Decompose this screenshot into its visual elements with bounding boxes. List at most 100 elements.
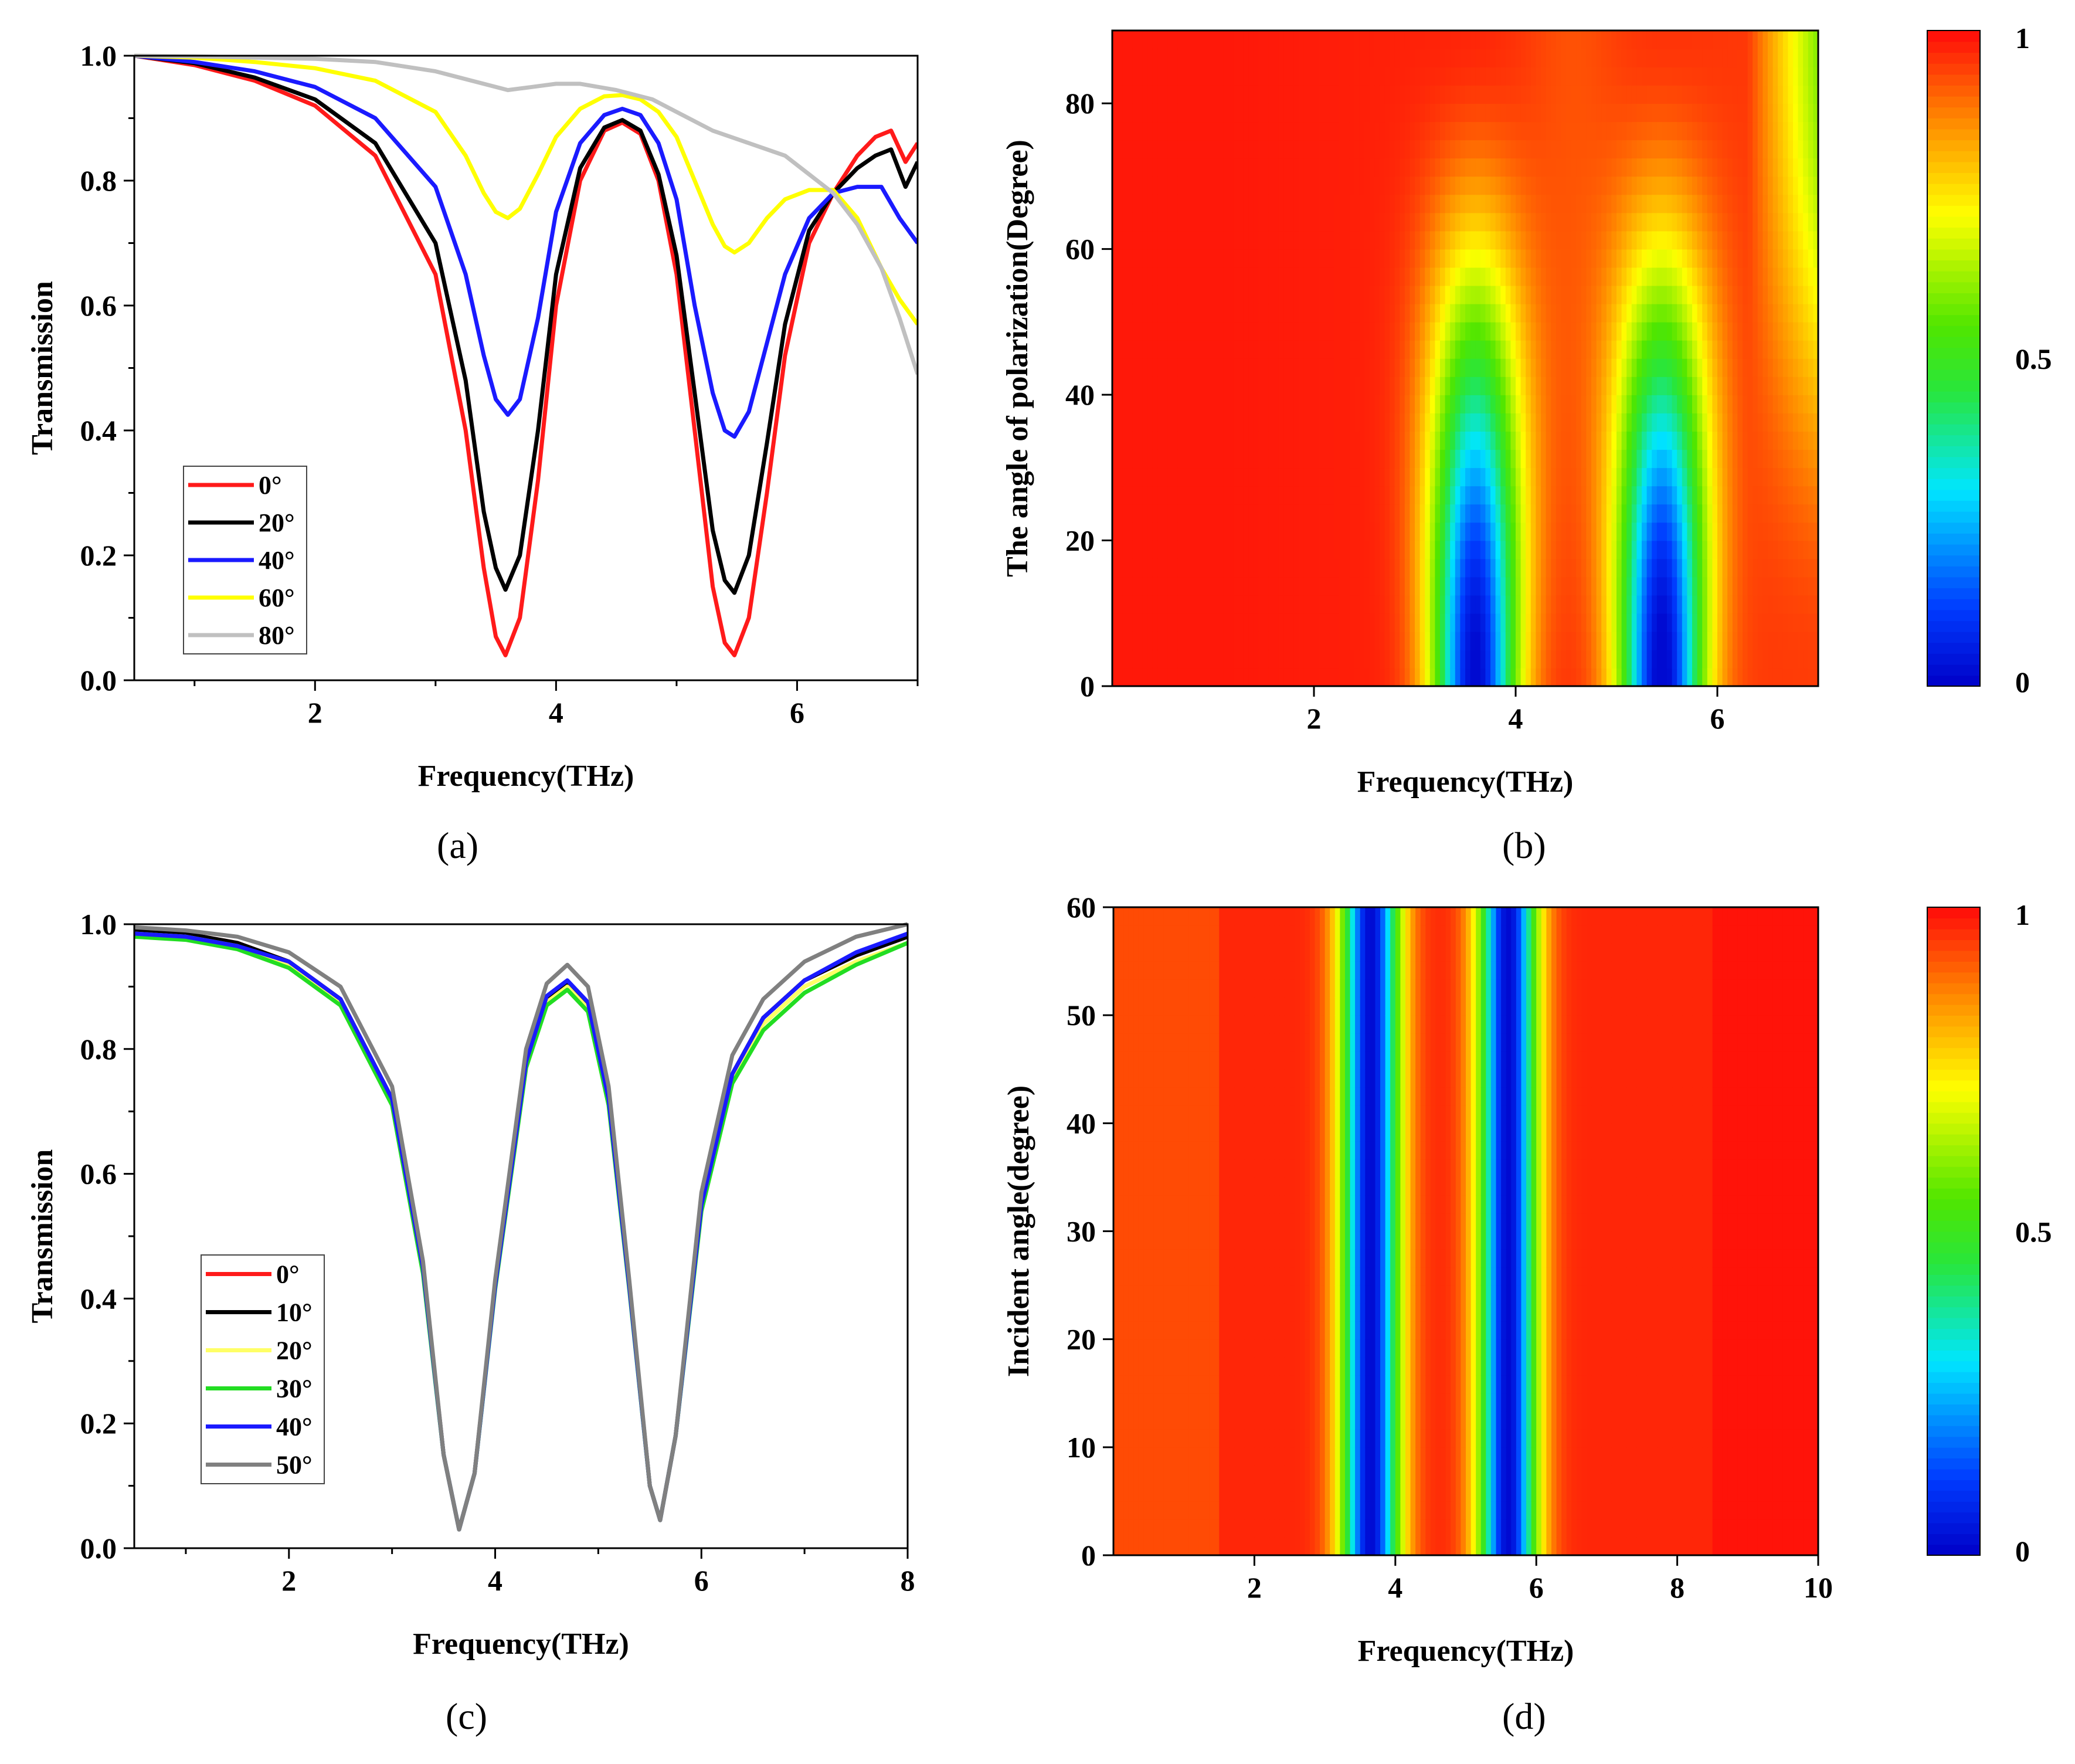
heatmap-cell bbox=[1697, 413, 1703, 432]
heatmap-cell bbox=[1520, 413, 1526, 432]
heatmap-cell bbox=[1112, 321, 1118, 341]
heatmap-cell bbox=[1425, 267, 1431, 286]
heatmap-cell bbox=[1112, 358, 1118, 377]
heatmap-cell bbox=[1596, 540, 1602, 559]
heatmap-cell bbox=[1803, 486, 1809, 505]
heatmap-cell bbox=[1354, 85, 1360, 104]
heatmap-cell bbox=[1415, 30, 1421, 49]
heatmap-cell bbox=[1485, 49, 1491, 67]
heatmap-cell bbox=[1505, 613, 1512, 632]
heatmap-cell bbox=[1621, 230, 1627, 250]
heatmap-cell bbox=[1631, 140, 1638, 159]
heatmap-cell bbox=[1611, 30, 1617, 49]
heatmap-cell bbox=[1299, 285, 1305, 304]
heatmap-cell bbox=[1530, 522, 1537, 541]
heatmap-cell bbox=[1238, 449, 1244, 469]
heatmap-cell bbox=[1516, 522, 1522, 541]
heatmap-cell bbox=[1208, 303, 1214, 323]
heatmap-cell bbox=[1656, 376, 1663, 395]
heatmap-cell bbox=[1485, 249, 1491, 268]
heatmap-cell bbox=[1122, 176, 1128, 195]
heatmap-cell bbox=[1621, 158, 1627, 177]
heatmap-cell bbox=[1541, 249, 1547, 268]
heatmap-cell bbox=[1642, 540, 1648, 559]
heatmap-cell bbox=[1530, 249, 1537, 268]
heatmap-cell bbox=[1516, 486, 1522, 505]
heatmap-cell bbox=[1228, 85, 1234, 104]
heatmap-cell bbox=[1516, 358, 1522, 377]
heatmap-cell bbox=[1293, 613, 1299, 632]
heatmap-cell bbox=[1465, 85, 1471, 104]
heatmap-cell bbox=[1404, 467, 1411, 487]
heatmap-cell bbox=[1793, 558, 1799, 578]
heatmap-cell bbox=[1717, 303, 1723, 323]
heatmap-cell bbox=[1677, 303, 1683, 323]
heatmap-cell bbox=[1208, 576, 1214, 596]
heatmap-cell bbox=[1404, 522, 1411, 541]
heatmap-cell bbox=[1183, 649, 1188, 669]
heatmap-cell bbox=[1556, 522, 1562, 541]
heatmap-cell bbox=[1707, 85, 1713, 104]
heatmap-cell bbox=[1692, 667, 1698, 687]
heatmap-cell bbox=[1591, 340, 1597, 359]
heatmap-cell bbox=[1419, 121, 1425, 141]
heatmap-cell bbox=[1707, 140, 1713, 159]
heatmap-cell bbox=[1455, 212, 1461, 232]
heatmap-cell bbox=[1319, 158, 1325, 177]
heatmap-cell bbox=[1652, 303, 1658, 323]
heatmap-cell bbox=[1516, 194, 1522, 213]
heatmap-cell bbox=[1536, 576, 1541, 596]
heatmap-cell bbox=[1233, 649, 1239, 669]
heatmap-cell bbox=[1460, 321, 1466, 341]
heatmap-cell bbox=[1188, 103, 1194, 123]
heatmap-cell bbox=[1510, 321, 1516, 341]
heatmap-cell bbox=[1253, 576, 1259, 596]
heatmap-cell bbox=[1687, 431, 1693, 450]
heatmap-cell bbox=[1404, 230, 1411, 250]
heatmap-cell bbox=[1782, 321, 1789, 341]
heatmap-cell bbox=[1314, 467, 1320, 487]
heatmap-cell bbox=[1425, 613, 1431, 632]
heatmap-cell bbox=[1672, 358, 1677, 377]
heatmap-cell bbox=[1390, 540, 1395, 559]
heatmap-cell bbox=[1238, 467, 1244, 487]
heatmap-cell bbox=[1339, 158, 1345, 177]
heatmap-cell bbox=[1248, 467, 1254, 487]
heatmap-cell bbox=[1772, 176, 1778, 195]
heatmap-cell bbox=[1364, 595, 1370, 614]
heatmap-cell bbox=[1445, 158, 1451, 177]
heatmap-cell bbox=[1253, 49, 1259, 67]
heatmap-cell bbox=[1561, 667, 1567, 687]
heatmap-cell bbox=[1228, 230, 1234, 250]
heatmap-cell bbox=[1253, 249, 1259, 268]
heatmap-cell bbox=[1404, 376, 1411, 395]
heatmap-cell bbox=[1435, 67, 1441, 86]
heatmap-cell bbox=[1268, 49, 1274, 67]
heatmap-cell bbox=[1672, 576, 1677, 596]
heatmap-cell bbox=[1309, 158, 1315, 177]
heatmap-cell bbox=[1682, 67, 1688, 86]
heatmap-cell bbox=[1566, 103, 1572, 123]
heatmap-cell bbox=[1258, 85, 1264, 104]
heatmap-cell bbox=[1283, 67, 1289, 86]
heatmap-cell bbox=[1536, 121, 1541, 141]
heatmap-cell bbox=[1762, 667, 1768, 687]
heatmap-cell bbox=[1455, 449, 1461, 469]
heatmap-cell bbox=[1788, 649, 1794, 669]
heatmap-cell bbox=[1626, 30, 1632, 49]
heatmap-cell bbox=[1213, 558, 1219, 578]
heatmap-cell bbox=[1127, 522, 1133, 541]
heatmap-cell bbox=[1793, 576, 1799, 596]
heatmap-cell bbox=[1283, 158, 1289, 177]
heatmap-cell bbox=[1727, 194, 1733, 213]
heatmap-cell bbox=[1233, 431, 1239, 450]
heatmap-cell bbox=[1556, 358, 1562, 377]
heatmap-cell bbox=[1415, 486, 1421, 505]
heatmap-cell bbox=[1707, 540, 1713, 559]
heatmap-cell bbox=[1268, 486, 1274, 505]
heatmap-cell bbox=[1530, 340, 1537, 359]
heatmap-cell bbox=[1429, 103, 1436, 123]
heatmap-cell bbox=[1692, 649, 1698, 669]
heatmap-cell bbox=[1173, 321, 1179, 341]
heatmap-cell bbox=[1329, 449, 1335, 469]
